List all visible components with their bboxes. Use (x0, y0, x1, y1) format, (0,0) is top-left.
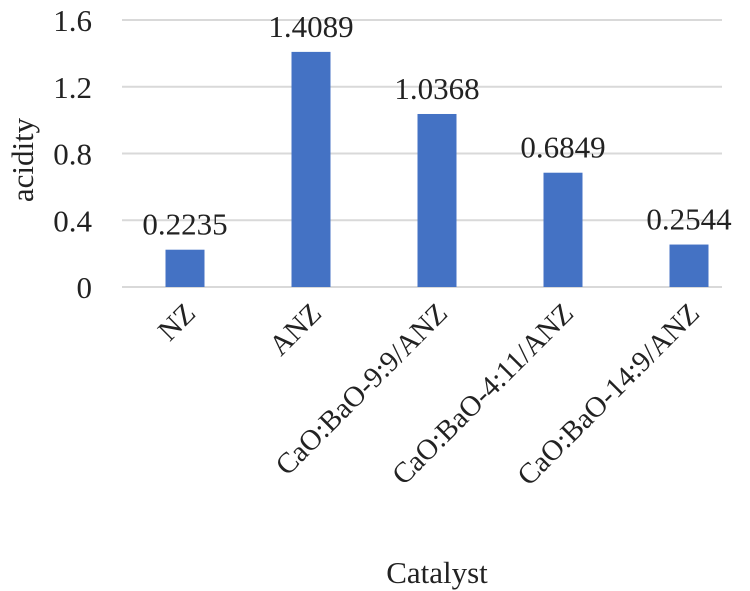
data-label: 0.2544 (646, 202, 732, 237)
bar (165, 249, 205, 287)
category-label: ANZ (263, 297, 328, 362)
y-tick-label: 0.8 (53, 137, 92, 172)
data-label: 1.0368 (394, 71, 479, 106)
data-label: 1.4089 (268, 9, 353, 44)
y-tick-label: 1.2 (53, 70, 92, 105)
category-label: NZ (152, 297, 202, 347)
data-label: 0.6849 (520, 130, 605, 165)
bars (165, 51, 709, 287)
category-labels: NZ ANZCaO:BaO-9:9/ANZCaO:BaO-4:11/ANZCaO:… (152, 297, 706, 492)
y-tick-label: 1.6 (53, 3, 92, 38)
bar (669, 244, 709, 287)
y-tick-label: 0.4 (53, 203, 92, 238)
y-axis-title: acidity (5, 117, 40, 202)
bar (291, 51, 331, 287)
data-labels: 0.2235 1.4089 1.0368 0.6849 0.2544 (142, 9, 732, 242)
y-tick-label: 0 (77, 270, 93, 305)
x-axis-title: Catalyst (386, 555, 488, 590)
y-tick-labels: 0 0.4 0.8 1.2 1.6 (53, 3, 92, 305)
bar (417, 113, 457, 287)
bar (543, 172, 583, 287)
data-label: 0.2235 (142, 207, 227, 242)
